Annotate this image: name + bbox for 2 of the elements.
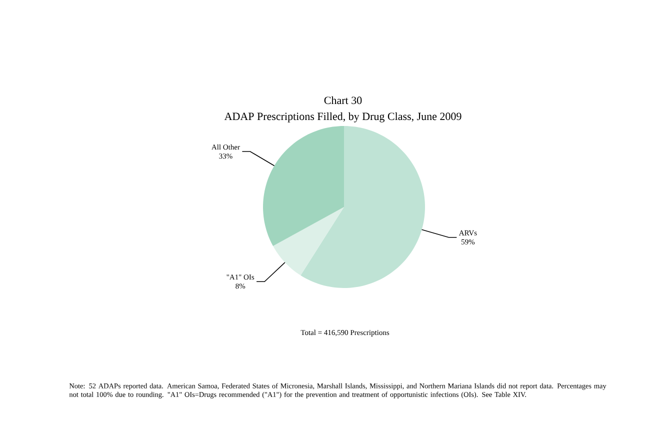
chart-subtitle: ADAP Prescriptions Filled, by Drug Class, June 2009	[224, 112, 462, 122]
chart-title: Chart 30	[324, 96, 362, 104]
